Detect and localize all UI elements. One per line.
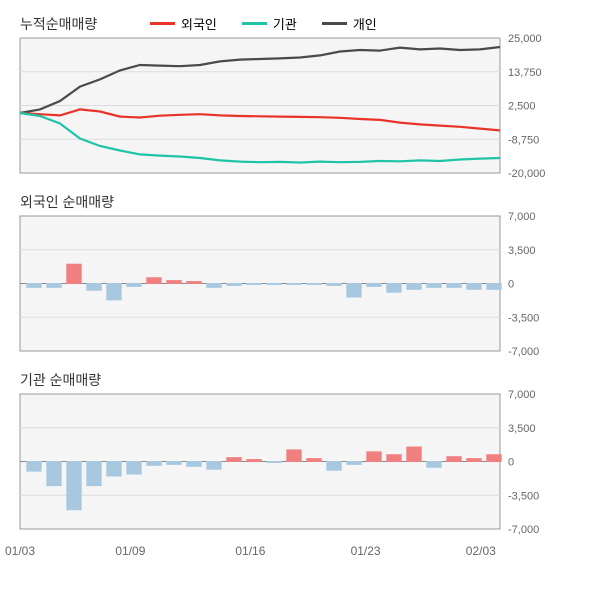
svg-text:-3,500: -3,500 (508, 312, 539, 324)
svg-text:13,750: 13,750 (508, 67, 542, 79)
svg-text:2,500: 2,500 (508, 101, 536, 113)
legend-line-institution (242, 22, 267, 25)
x-tick-label: 01/03 (5, 544, 35, 558)
legend-institution: 기관 (242, 14, 297, 33)
panel1-title: 누적순매매량 (20, 14, 97, 34)
legend-foreigner: 외국인 (150, 14, 217, 33)
x-tick-label: 01/23 (351, 544, 381, 558)
svg-text:0: 0 (508, 279, 514, 291)
chart-container: 누적순매매량 외국인 기관 개인 25,000 13,750 2,500 -8,750… (0, 0, 600, 604)
svg-text:-20,000: -20,000 (508, 168, 545, 180)
legend-label-individual: 개인 (353, 14, 377, 33)
legend-line-foreigner (150, 22, 175, 25)
svg-text:3,500: 3,500 (508, 245, 536, 257)
legend-individual: 개인 (322, 14, 377, 33)
legend-line-individual (322, 22, 347, 25)
svg-text:-8,750: -8,750 (508, 134, 539, 146)
panel2-title: 외국인 순매매량 (20, 192, 114, 212)
legend-label-institution: 기관 (273, 14, 297, 33)
svg-text:-3,500: -3,500 (508, 490, 539, 502)
panel-cumulative: 누적순매매량 외국인 기관 개인 25,000 13,750 2,500 -8,750… (0, 10, 600, 180)
panel-institution: 기관 순매매량 7,000 3,500 0 -3,500 -7,000 (0, 366, 600, 536)
svg-text:7,000: 7,000 (508, 211, 536, 223)
svg-text:3,500: 3,500 (508, 423, 536, 435)
svg-text:25,000: 25,000 (508, 33, 542, 45)
x-tick-label: 01/16 (235, 544, 265, 558)
svg-text:-7,000: -7,000 (508, 346, 539, 358)
svg-text:0: 0 (508, 457, 514, 469)
svg-text:7,000: 7,000 (508, 389, 536, 401)
panel-foreigner: 외국인 순매매량 7,000 3,500 0 -3,500 -7,000 (0, 188, 600, 358)
svg-text:-7,000: -7,000 (508, 524, 539, 536)
legend-label-foreigner: 외국인 (181, 14, 217, 33)
panel2-svg: 7,000 3,500 0 -3,500 -7,000 (0, 188, 600, 358)
legend: 외국인 기관 개인 (150, 14, 377, 33)
panel1-svg: 25,000 13,750 2,500 -8,750 -20,000 (0, 10, 600, 180)
x-axis: 01/0301/0901/1601/2302/03 (20, 544, 500, 564)
x-tick-label: 01/09 (115, 544, 145, 558)
x-tick-label: 02/03 (466, 544, 496, 558)
panel3-title: 기관 순매매량 (20, 370, 101, 390)
panel3-svg: 7,000 3,500 0 -3,500 -7,000 (0, 366, 600, 536)
